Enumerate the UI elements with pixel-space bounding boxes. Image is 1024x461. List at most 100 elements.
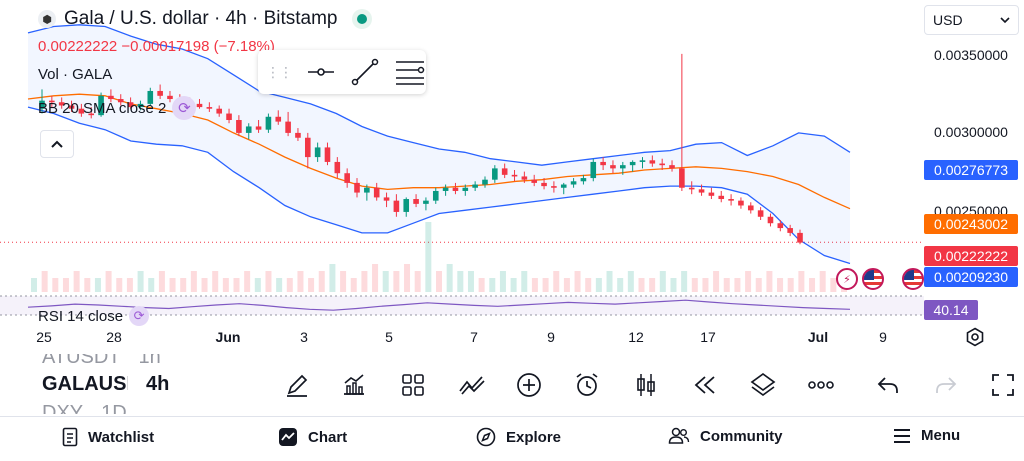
undo-icon[interactable] (873, 370, 903, 400)
replay-icon[interactable] (690, 370, 720, 400)
chevron-up-icon (50, 139, 64, 149)
us-flag-icon[interactable] (862, 268, 884, 290)
us-flag-icon[interactable] (902, 268, 924, 290)
volume-bar (575, 271, 581, 292)
candle-style-icon[interactable] (631, 370, 661, 400)
candle-body (256, 126, 262, 129)
economic-events[interactable]: ⚡ (836, 268, 924, 290)
rsi-legend[interactable]: RSI 14 close ⟳ (38, 306, 149, 326)
time-axis-label: 3 (300, 329, 308, 345)
volume-bar (191, 271, 197, 292)
rsi-reload-icon[interactable]: ⟳ (129, 306, 149, 326)
chart-toolbar[interactable]: ATUSDT 1h GALAUSD 4h DXY 1D (0, 354, 1024, 414)
candle-body (285, 122, 291, 133)
candle-body (384, 197, 390, 200)
volume-bar (553, 271, 559, 292)
price-change: 0.00222222 −0.00017198 (−7.18%) (38, 38, 275, 55)
nav-community[interactable]: Community (668, 427, 783, 445)
more-icon[interactable] (806, 370, 836, 400)
candle-body (216, 109, 222, 114)
volume-bar (212, 271, 218, 292)
volume-bar (745, 271, 751, 292)
price-change-abs: −0.00017198 (121, 38, 209, 55)
nav-menu[interactable]: Menu (893, 427, 960, 444)
chart-settings-button[interactable] (964, 326, 986, 348)
volume-bar (809, 278, 815, 292)
chart-title[interactable]: ⬢ Gala / U.S. dollar · 4h · Bitstamp (38, 8, 372, 30)
symbol-switcher[interactable]: ATUSDT 1h GALAUSD 4h DXY 1D (42, 354, 182, 414)
symbol-name: GALAUSD (42, 373, 128, 396)
volume-bar (670, 278, 676, 292)
nav-watchlist[interactable]: Watchlist (62, 427, 154, 447)
symbol-current[interactable]: GALAUSD 4h (42, 373, 169, 396)
volume-bar (479, 278, 485, 292)
candle-body (600, 162, 606, 165)
volume-bar (148, 278, 154, 292)
candle-body (797, 233, 803, 243)
rsi-legend-label: RSI 14 close (38, 308, 123, 325)
bb-lower-price-tag: 0.00209230 (924, 267, 1018, 287)
candle-body (650, 160, 656, 163)
bottom-navigation[interactable]: Watchlist Chart Explore Community Menu (0, 416, 1024, 461)
fib-retracement-tool-icon[interactable] (394, 56, 426, 88)
volume-bar (425, 222, 431, 292)
symbol-next[interactable]: DXY 1D (42, 402, 127, 414)
add-icon[interactable] (514, 370, 544, 400)
volume-bar (660, 271, 666, 292)
candle-body (748, 205, 754, 210)
volume-bar (63, 278, 69, 292)
candle-body (787, 228, 793, 233)
candle-body (590, 162, 596, 178)
bollinger-legend-label: BB 20 SMA close 2 (38, 100, 166, 117)
trend-line-tool-icon[interactable] (350, 56, 380, 88)
layers-icon[interactable] (748, 370, 778, 400)
volume-bar (681, 271, 687, 292)
indicators-icon[interactable] (339, 370, 369, 400)
bollinger-bands (28, 25, 850, 264)
time-axis-label: Jun (216, 329, 241, 345)
time-axis-label: 12 (628, 329, 644, 345)
collapse-legend-button[interactable] (40, 130, 74, 158)
horizontal-line-tool-icon[interactable] (306, 56, 336, 88)
bollinger-legend[interactable]: BB 20 SMA close 2 ⟳ (38, 96, 196, 120)
candle-body (462, 188, 468, 191)
candle-body (275, 117, 281, 122)
volume-legend[interactable]: Vol · GALA (38, 66, 112, 83)
candle-body (551, 186, 557, 188)
brush-icon[interactable] (282, 370, 312, 400)
redo-icon[interactable] (931, 370, 961, 400)
volume-bar (74, 271, 80, 292)
volume-bar (297, 271, 303, 292)
volume-bar (511, 278, 517, 292)
volume-bar (798, 271, 804, 292)
candle-body (246, 126, 252, 132)
nav-explore[interactable]: Explore (476, 427, 561, 447)
volume-bar (393, 271, 399, 292)
candle-body (640, 160, 646, 162)
symbol-name: DXY (42, 402, 83, 414)
fullscreen-icon[interactable] (988, 370, 1018, 400)
candle-body (374, 188, 380, 198)
currency-select[interactable]: USD (924, 5, 1019, 35)
volume-bar (436, 271, 442, 292)
candle-body (453, 188, 459, 191)
candle-body (433, 191, 439, 201)
alert-clock-icon[interactable] (572, 370, 602, 400)
last-price: 0.00222222 (38, 38, 117, 55)
volume-bar (308, 278, 314, 292)
volume-bar (383, 271, 389, 292)
reload-icon[interactable]: ⟳ (172, 96, 196, 120)
chart-area[interactable]: ⬢ Gala / U.S. dollar · 4h · Bitstamp 0.0… (0, 0, 1024, 350)
drag-handle-icon[interactable]: ⋮⋮ (266, 64, 292, 81)
lightning-event-icon[interactable]: ⚡ (836, 268, 858, 290)
nav-chart[interactable]: Chart (278, 427, 347, 447)
symbol-prev[interactable]: ATUSDT 1h (42, 354, 161, 369)
volume-bar (170, 278, 176, 292)
compare-icon[interactable] (457, 370, 487, 400)
time-axis-label: Jul (808, 329, 828, 345)
layouts-icon[interactable] (398, 370, 428, 400)
time-axis-label: 17 (700, 329, 716, 345)
market-open-icon (352, 9, 372, 29)
drawing-toolbar[interactable]: ⋮⋮ (258, 50, 426, 94)
candle-body (364, 188, 370, 193)
